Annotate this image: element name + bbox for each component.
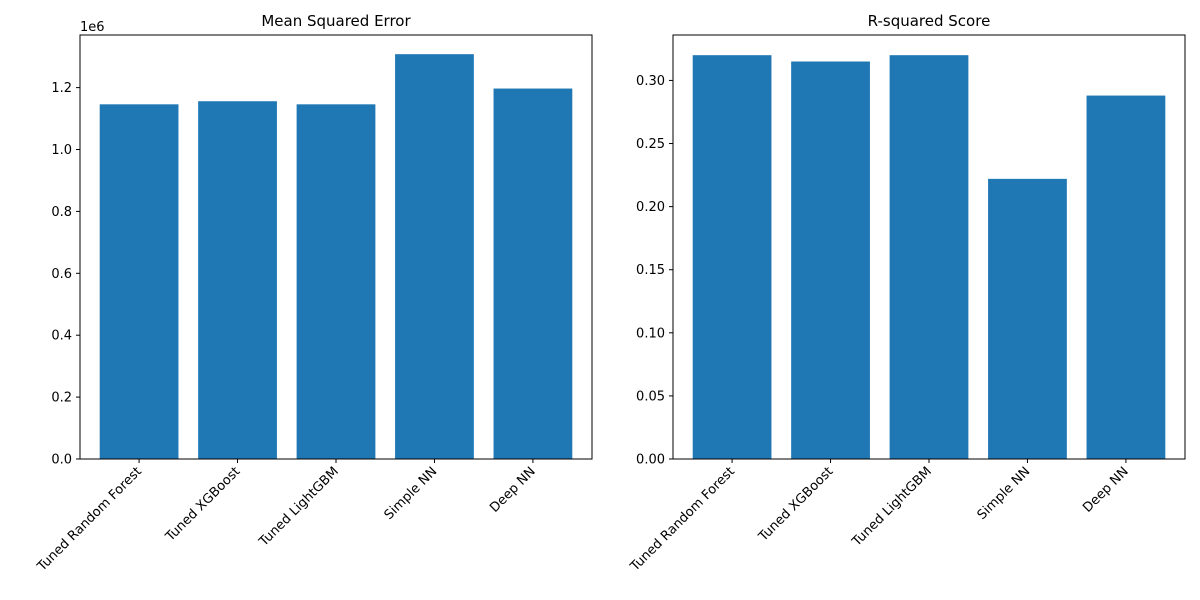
mse-bar: [99, 104, 179, 459]
mse-y-axis-ticks: 0.0 0.2 0.4 0.6 0.8 1.0 1.2: [51, 81, 80, 468]
r2-y-axis-ticks: 0.00 0.05 0.10 0.15 0.20 0.25 0.30: [636, 74, 673, 468]
r2-bar: [791, 61, 870, 459]
mse-plot-frame: [79, 34, 593, 460]
mse-y-tick-label: 1.2: [51, 81, 72, 96]
mse-y-tick-label: 0.6: [51, 267, 72, 282]
r2-bar: [692, 55, 772, 459]
mse-y-tick-label: 1.0: [51, 143, 72, 158]
r2-chart-title: R-squared Score: [868, 12, 991, 30]
r2-bar: [1086, 95, 1166, 460]
r2-y-tick-label: 0.25: [636, 137, 665, 152]
r2-y-tick-label: 0.05: [636, 389, 665, 404]
mse-y-tick-label: 0.8: [51, 205, 72, 220]
mse-chart-title: Mean Squared Error: [261, 12, 411, 30]
r2-chart: R-squared Score 0.00 0.05 0.10 0.15 0.20 0.25…: [627, 12, 1186, 575]
mse-chart: Mean Squared Error 1e6 0.0 0.2 0.4 0.6 0.8 1.…: [34, 12, 593, 575]
r2-y-tick-label: 0.00: [636, 453, 665, 468]
mse-bar: [395, 54, 474, 459]
mse-y-tick-label: 0.0: [51, 453, 72, 468]
r2-y-tick-label: 0.10: [636, 326, 665, 341]
mse-bar: [296, 104, 376, 459]
mse-bar: [493, 88, 573, 460]
mse-y-tick-label: 0.2: [51, 391, 72, 406]
r2-bars: [692, 55, 1166, 460]
r2-y-tick-label: 0.20: [636, 200, 665, 215]
r2-bar: [988, 178, 1067, 459]
r2-plot-frame: [672, 34, 1186, 460]
mse-offset-label: 1e6: [80, 20, 105, 35]
r2-bar: [889, 55, 969, 459]
mse-y-tick-label: 0.4: [51, 329, 72, 344]
mse-bar: [198, 101, 277, 460]
mse-bars: [99, 54, 573, 460]
r2-y-tick-label: 0.15: [636, 263, 665, 278]
r2-y-tick-label: 0.30: [636, 74, 665, 89]
